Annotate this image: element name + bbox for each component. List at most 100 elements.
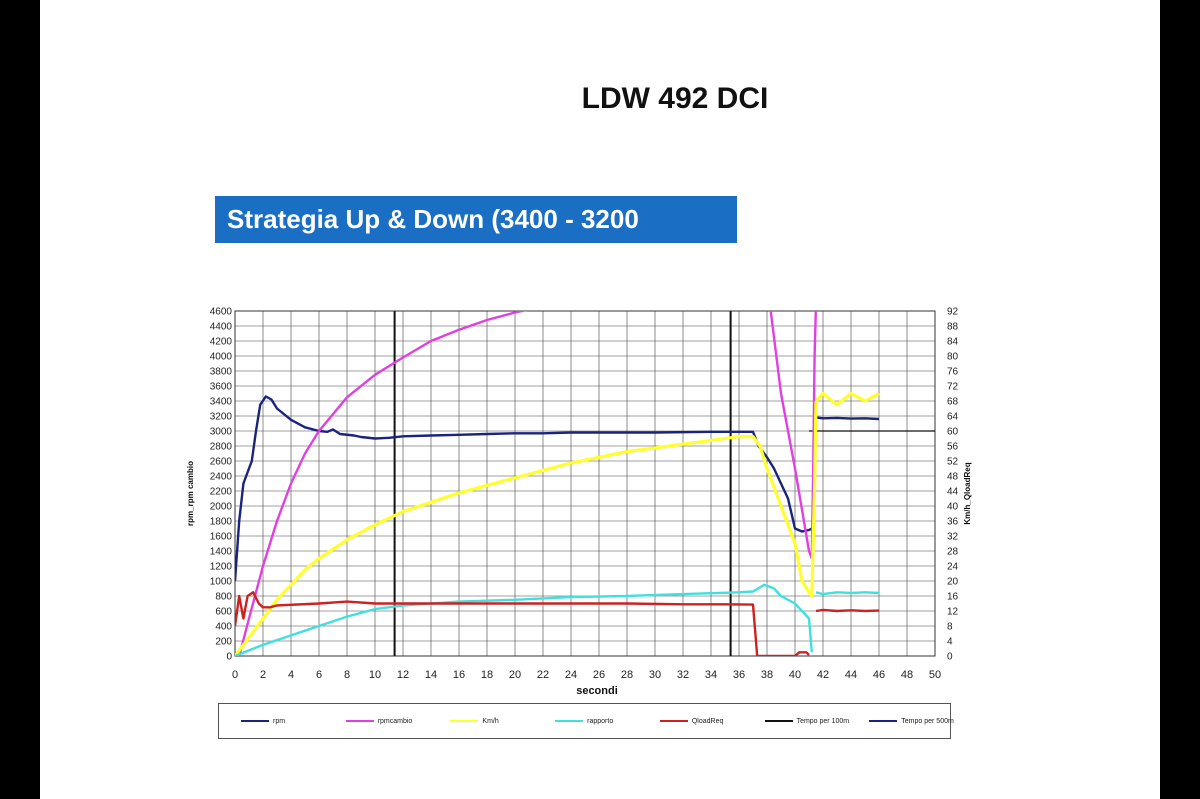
y-left-tick-label: 0 bbox=[226, 652, 232, 663]
x-axis-title: secondi bbox=[576, 685, 618, 697]
y-left-tick-label: 1800 bbox=[210, 517, 233, 528]
x-tick-label: 20 bbox=[509, 669, 521, 681]
y-right-tick-label: 8 bbox=[947, 622, 953, 633]
x-tick-label: 50 bbox=[929, 669, 941, 681]
legend-label: Km/h bbox=[482, 717, 499, 725]
y-left-tick-label: 3400 bbox=[210, 397, 233, 408]
slide-page: LDW 492 DCI Strategia Up & Down (3400 - … bbox=[40, 0, 1160, 799]
y-left-tick-label: 200 bbox=[215, 637, 232, 648]
y-right-tick-label: 68 bbox=[947, 397, 959, 408]
series-line-segment bbox=[815, 416, 880, 421]
legend-item: QloadReq bbox=[659, 704, 724, 738]
y-right-tick-label: 52 bbox=[947, 457, 959, 468]
x-tick-label: 16 bbox=[453, 669, 465, 681]
y-left-tick-label: 800 bbox=[215, 592, 232, 603]
x-tick-label: 18 bbox=[481, 669, 493, 681]
y-left-axis-title: rpm_rpm cambio bbox=[186, 461, 195, 526]
series-line-rpmcambio bbox=[238, 311, 528, 656]
x-tick-label: 32 bbox=[677, 669, 689, 681]
y-left-tick-label: 3800 bbox=[210, 367, 233, 378]
legend-label: rapporto bbox=[587, 717, 614, 725]
legend-swatch bbox=[241, 720, 269, 722]
y-left-tick-label: 4600 bbox=[210, 307, 233, 318]
y-right-tick-label: 64 bbox=[947, 412, 959, 423]
x-tick-label: 12 bbox=[397, 669, 409, 681]
x-tick-label: 30 bbox=[649, 669, 661, 681]
legend-item: rapporto bbox=[555, 704, 613, 738]
legend-item: Tempo per 500m bbox=[869, 704, 954, 738]
y-right-tick-label: 32 bbox=[947, 532, 959, 543]
y-right-tick-label: 92 bbox=[947, 307, 959, 318]
x-tick-label: 44 bbox=[845, 669, 857, 681]
x-tick-label: 10 bbox=[369, 669, 381, 681]
y-right-tick-label: 36 bbox=[947, 517, 959, 528]
y-left-tick-label: 3200 bbox=[210, 412, 233, 423]
y-left-tick-label: 1000 bbox=[210, 577, 233, 588]
x-tick-label: 2 bbox=[260, 669, 266, 681]
y-left-tick-label: 1400 bbox=[210, 547, 233, 558]
y-left-tick-label: 1600 bbox=[210, 532, 233, 543]
y-right-tick-label: 76 bbox=[947, 367, 959, 378]
x-tick-label: 48 bbox=[901, 669, 913, 681]
series-line-rapporto bbox=[235, 583, 813, 656]
x-tick-label: 28 bbox=[621, 669, 633, 681]
y-right-tick-label: 16 bbox=[947, 592, 959, 603]
x-tick-label: 38 bbox=[761, 669, 773, 681]
series-line-rpm bbox=[235, 395, 813, 582]
x-tick-label: 0 bbox=[232, 669, 238, 681]
series-line-km-h bbox=[235, 400, 818, 656]
slide-title: LDW 492 DCI bbox=[581, 82, 769, 115]
y-left-tick-label: 3000 bbox=[210, 427, 233, 438]
y-right-tick-label: 4 bbox=[947, 637, 953, 648]
series-line-segment bbox=[814, 391, 880, 407]
x-tick-label: 42 bbox=[817, 669, 829, 681]
series-line-segment bbox=[815, 608, 880, 613]
legend-swatch bbox=[764, 720, 793, 722]
y-right-tick-label: 0 bbox=[947, 652, 953, 663]
strategy-banner: Strategia Up & Down (3400 - 3200 bbox=[215, 196, 737, 243]
y-right-tick-label: 24 bbox=[947, 562, 959, 573]
x-tick-label: 4 bbox=[288, 669, 294, 681]
x-tick-label: 6 bbox=[316, 669, 322, 681]
y-right-tick-label: 20 bbox=[947, 577, 959, 588]
legend-swatch bbox=[659, 720, 688, 722]
legend-swatch bbox=[555, 720, 584, 722]
x-tick-label: 26 bbox=[593, 669, 605, 681]
legend-label: QloadReq bbox=[691, 717, 724, 725]
y-right-axis-title: Km/h_QloadReq bbox=[963, 462, 972, 524]
legend-item: rpmcambio bbox=[345, 704, 412, 738]
legend-swatch bbox=[869, 720, 898, 722]
x-tick-label: 34 bbox=[705, 669, 717, 681]
y-left-tick-label: 600 bbox=[215, 607, 232, 618]
y-left-tick-label: 2800 bbox=[210, 442, 233, 453]
y-right-tick-label: 84 bbox=[947, 337, 959, 348]
legend-label: rpm bbox=[273, 717, 286, 725]
legend-label: Tempo per 100m bbox=[796, 717, 850, 725]
legend-swatch bbox=[345, 720, 374, 722]
y-right-tick-label: 72 bbox=[947, 382, 959, 393]
x-tick-label: 22 bbox=[537, 669, 549, 681]
series-line-segment bbox=[815, 591, 880, 596]
legend-item: Tempo per 100m bbox=[764, 704, 850, 738]
legend-label: Tempo per 500m bbox=[901, 717, 954, 725]
x-tick-label: 40 bbox=[789, 669, 801, 681]
y-left-tick-label: 2000 bbox=[210, 502, 233, 513]
y-right-tick-label: 80 bbox=[947, 352, 959, 363]
x-tick-label: 46 bbox=[873, 669, 885, 681]
plot-frame bbox=[234, 310, 936, 657]
x-tick-label: 36 bbox=[733, 669, 745, 681]
y-left-tick-label: 4400 bbox=[210, 322, 233, 333]
y-left-tick-label: 400 bbox=[215, 622, 232, 633]
y-left-tick-label: 2400 bbox=[210, 472, 233, 483]
y-left-tick-label: 4000 bbox=[210, 352, 233, 363]
series-line-segment bbox=[769, 311, 813, 559]
legend-swatch bbox=[450, 720, 479, 722]
y-right-tick-label: 40 bbox=[947, 502, 959, 513]
chart-legend: rpm rpmcambio Km/h rapporto QloadReq Tempo pe… bbox=[218, 703, 954, 739]
y-left-tick-label: 2200 bbox=[210, 487, 233, 498]
series-line-qloadreq bbox=[235, 591, 810, 656]
y-right-tick-label: 56 bbox=[947, 442, 959, 453]
y-right-tick-label: 28 bbox=[947, 547, 959, 558]
y-left-tick-label: 4200 bbox=[210, 337, 233, 348]
y-right-tick-label: 44 bbox=[947, 487, 959, 498]
